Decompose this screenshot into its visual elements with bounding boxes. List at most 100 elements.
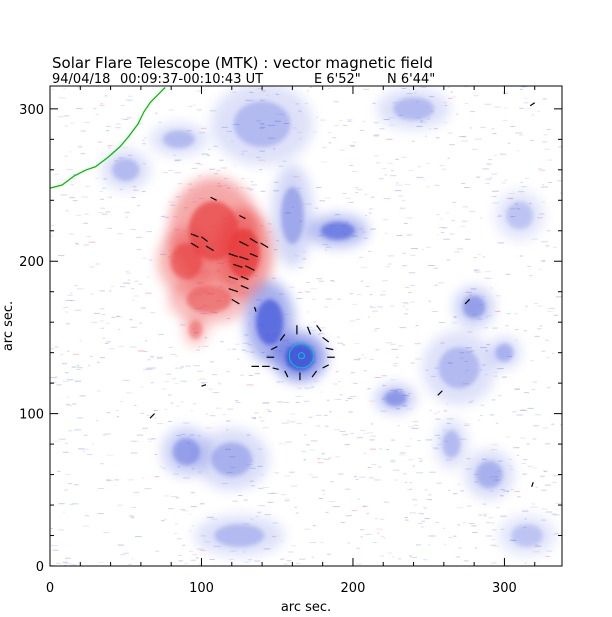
chart-subtitle-lon: E 6'52" — [314, 72, 361, 87]
region-core — [462, 295, 486, 319]
noise-speck — [50, 382, 57, 384]
noise-speck — [462, 136, 467, 138]
noise-speck — [542, 260, 546, 262]
noise-speck — [370, 294, 373, 296]
noise-speck — [363, 506, 369, 507]
noise-speck — [198, 379, 201, 381]
noise-speck — [534, 335, 540, 337]
noise-speck — [521, 186, 527, 188]
noise-speck — [85, 185, 90, 187]
noise-speck — [531, 389, 536, 391]
noise-speck — [371, 464, 377, 466]
noise-speck — [500, 515, 507, 517]
noise-speck — [75, 243, 79, 245]
noise-speck — [451, 322, 458, 324]
vector-arrow — [228, 253, 239, 258]
noise-speck — [52, 89, 55, 90]
noise-speck — [74, 309, 82, 311]
noise-speck — [369, 208, 373, 210]
noise-speck — [505, 273, 511, 275]
noise-speck — [492, 202, 499, 204]
noise-speck — [552, 482, 557, 483]
noise-speck — [102, 337, 106, 339]
noise-speck — [328, 142, 331, 144]
noise-speck — [370, 228, 376, 230]
noise-speck — [462, 206, 469, 208]
vector-arrow — [239, 256, 249, 261]
noise-speck — [227, 408, 234, 410]
noise-speck — [391, 348, 399, 350]
noise-speck — [491, 196, 497, 197]
noise-speck — [133, 491, 140, 493]
noise-speck — [65, 299, 73, 301]
noise-speck — [343, 124, 348, 126]
noise-speck — [168, 420, 172, 422]
vector-arrow — [316, 324, 322, 332]
noise-speck — [535, 486, 538, 488]
noise-speck — [504, 107, 509, 109]
noise-speck — [516, 414, 524, 416]
noise-speck — [84, 213, 89, 215]
noise-speck — [357, 358, 361, 359]
noise-speck — [246, 187, 251, 189]
noise-speck — [226, 371, 230, 373]
noise-speck — [547, 182, 552, 183]
noise-speck — [213, 145, 218, 147]
vector-arrow — [233, 263, 243, 268]
noise-speck — [174, 523, 178, 525]
noise-speck — [131, 288, 135, 290]
noise-speck — [384, 280, 388, 282]
noise-speck — [425, 439, 433, 441]
noise-speck — [178, 560, 183, 562]
noise-speck — [508, 458, 513, 460]
noise-speck — [105, 211, 111, 213]
noise-speck — [54, 376, 58, 378]
noise-speck — [454, 251, 460, 253]
noise-speck — [320, 391, 323, 393]
noise-speck — [158, 334, 164, 335]
noise-speck — [64, 155, 68, 157]
noise-speck — [410, 254, 416, 256]
noise-speck — [463, 187, 470, 188]
noise-speck — [168, 201, 175, 203]
noise-speck — [326, 553, 332, 555]
noise-speck — [238, 495, 243, 496]
noise-speck — [295, 401, 300, 403]
noise-speck — [349, 293, 354, 295]
noise-speck — [63, 88, 67, 90]
noise-speck — [125, 272, 131, 274]
region-core — [211, 442, 253, 477]
noise-speck — [367, 250, 372, 252]
noise-speck — [155, 550, 160, 552]
noise-speck — [373, 155, 379, 157]
noise-speck — [539, 475, 545, 477]
noise-speck — [317, 462, 324, 464]
noise-speck — [72, 403, 77, 405]
noise-speck — [130, 326, 137, 328]
noise-speck — [457, 524, 460, 526]
noise-speck — [398, 558, 402, 560]
noise-speck — [337, 298, 341, 300]
noise-speck — [484, 183, 490, 184]
noise-speck — [72, 178, 76, 180]
noise-speck — [456, 556, 461, 558]
noise-speck — [446, 403, 449, 405]
noise-speck — [434, 284, 438, 286]
noise-speck — [240, 187, 245, 189]
noise-speck — [70, 292, 73, 294]
noise-speck — [102, 434, 106, 436]
noise-speck — [383, 537, 386, 539]
noise-speck — [363, 506, 366, 508]
noise-speck — [502, 376, 507, 378]
noise-speck — [190, 491, 194, 493]
noise-speck — [546, 357, 550, 359]
noise-speck — [523, 102, 529, 104]
noise-speck — [122, 379, 130, 381]
noise-speck — [491, 173, 498, 175]
noise-speck — [105, 433, 111, 435]
noise-speck — [123, 119, 129, 120]
noise-speck — [174, 382, 180, 384]
noise-speck — [388, 552, 393, 554]
noise-speck — [537, 110, 540, 112]
noise-speck — [100, 327, 105, 329]
